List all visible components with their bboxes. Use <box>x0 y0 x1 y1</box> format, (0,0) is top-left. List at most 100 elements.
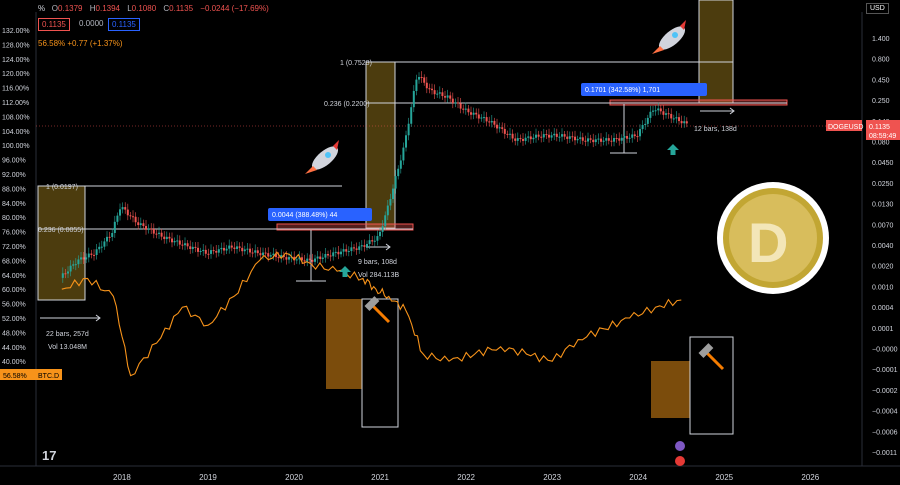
doge-candle <box>217 249 220 253</box>
doge-candle <box>282 255 285 258</box>
doge-candle <box>483 117 486 119</box>
doge-candle <box>457 102 460 104</box>
hammer-icon-2-handle <box>705 351 725 371</box>
left-axis-tick: 116.00% <box>2 86 29 93</box>
doge-candle <box>259 253 262 256</box>
btcd-tag-bg <box>0 369 36 380</box>
doge-candle <box>615 138 618 140</box>
doge-candle <box>386 205 389 216</box>
doge-candle <box>423 77 426 83</box>
time-axis-tick: 2018 <box>113 473 131 482</box>
doge-candle <box>277 257 280 259</box>
doge-candle <box>275 253 278 258</box>
doge-candle <box>202 249 205 251</box>
left-axis-tick: 132.00% <box>2 28 30 35</box>
doge-candle <box>542 134 545 138</box>
doge-candle <box>324 253 327 258</box>
ask-box[interactable]: 0.1135 <box>108 18 140 31</box>
doge-candle <box>654 110 657 112</box>
price-tag-bg <box>866 120 900 140</box>
doge-candle <box>563 134 566 137</box>
doge-candle <box>496 124 499 129</box>
doge-candle <box>285 257 288 260</box>
doge-candle <box>303 260 306 262</box>
doge-candle <box>67 271 70 274</box>
doge-candle <box>685 121 688 124</box>
left-axis-tick: 88.00% <box>2 186 26 193</box>
doge-candle <box>314 258 317 262</box>
close-value: 0.1135 <box>169 4 194 13</box>
doge-candle <box>384 215 387 227</box>
tradingview-logo[interactable]: 17 <box>42 448 57 463</box>
doge-candle <box>636 136 639 138</box>
left-axis-tick: 124.00% <box>2 57 30 64</box>
doge-candle <box>667 113 670 115</box>
doge-candle <box>126 209 129 216</box>
doge-candle <box>111 232 114 237</box>
flag-icon <box>675 456 685 466</box>
doge-candle <box>594 139 597 143</box>
bid-box[interactable]: 0.1135 <box>38 18 70 31</box>
price-sub: 08:59:49 <box>869 133 896 140</box>
doge-candle <box>462 108 465 110</box>
high-value: 0.1394 <box>95 4 120 13</box>
resistance-band-2020 <box>276 223 414 231</box>
doge-candle <box>649 111 652 118</box>
doge-candle <box>657 108 660 111</box>
right-axis-tick: −0.0002 <box>872 388 898 395</box>
doge-candle <box>233 247 236 249</box>
right-axis-tick: −0.0000 <box>872 347 898 354</box>
doge-candle <box>397 168 400 177</box>
doge-candle <box>171 238 174 243</box>
time-axis-tick: 2021 <box>371 473 389 482</box>
doge-candle <box>441 92 444 97</box>
time-axis-tick: 2024 <box>629 473 647 482</box>
left-axis-tick: 56.00% <box>2 302 26 309</box>
doge-candle <box>477 114 480 119</box>
doge-candle <box>511 133 514 139</box>
doge-candle <box>243 249 246 252</box>
arrow-9-bars-head <box>385 243 391 251</box>
doge-candle <box>613 138 616 142</box>
up-arrow-2021 <box>339 266 351 277</box>
right-axis-tick: −0.0001 <box>872 367 898 374</box>
doge-candle <box>236 246 239 249</box>
doge-candle <box>181 244 184 246</box>
doge-candle <box>350 247 353 252</box>
right-axis-tick: 0.800 <box>872 57 890 64</box>
left-axis-tick: 76.00% <box>2 230 26 237</box>
hammer-icon-handle <box>371 304 391 324</box>
doge-candle <box>142 223 145 227</box>
doge-candle <box>168 236 171 239</box>
measure-badge-2020: 0.0044 (388.48%) 44 <box>272 212 337 219</box>
doge-candle <box>178 240 181 245</box>
left-axis-tick: 128.00% <box>2 42 30 49</box>
right-axis-tick: −0.0004 <box>872 409 898 416</box>
rocket-icon-2-nose <box>680 20 686 30</box>
doge-candle <box>116 215 119 222</box>
right-axis-tick: 0.0010 <box>872 284 894 291</box>
doge-candle <box>207 253 210 255</box>
doge-candle <box>267 253 270 257</box>
left-axis-tick: 44.00% <box>2 345 26 352</box>
doge-candle <box>72 264 75 266</box>
doge-candle <box>433 90 436 95</box>
doge-candle <box>420 77 423 79</box>
vol-label-2017: Vol 13.048M <box>48 344 87 351</box>
doge-candle <box>464 108 467 110</box>
doge-candle <box>74 264 77 266</box>
doge-candle <box>358 246 361 250</box>
doge-candle <box>678 117 681 122</box>
doge-candle <box>553 133 556 136</box>
left-axis-tick: 100.00% <box>2 143 30 150</box>
doge-candle <box>418 77 421 80</box>
doge-candle <box>100 246 103 248</box>
high-label: H <box>89 4 96 13</box>
doge-candle <box>155 233 158 235</box>
doge-candle <box>540 136 543 138</box>
currency-selector[interactable]: USD <box>866 3 889 14</box>
doge-candle <box>264 252 267 254</box>
doge-candle <box>665 113 668 115</box>
doge-candle <box>428 88 431 90</box>
